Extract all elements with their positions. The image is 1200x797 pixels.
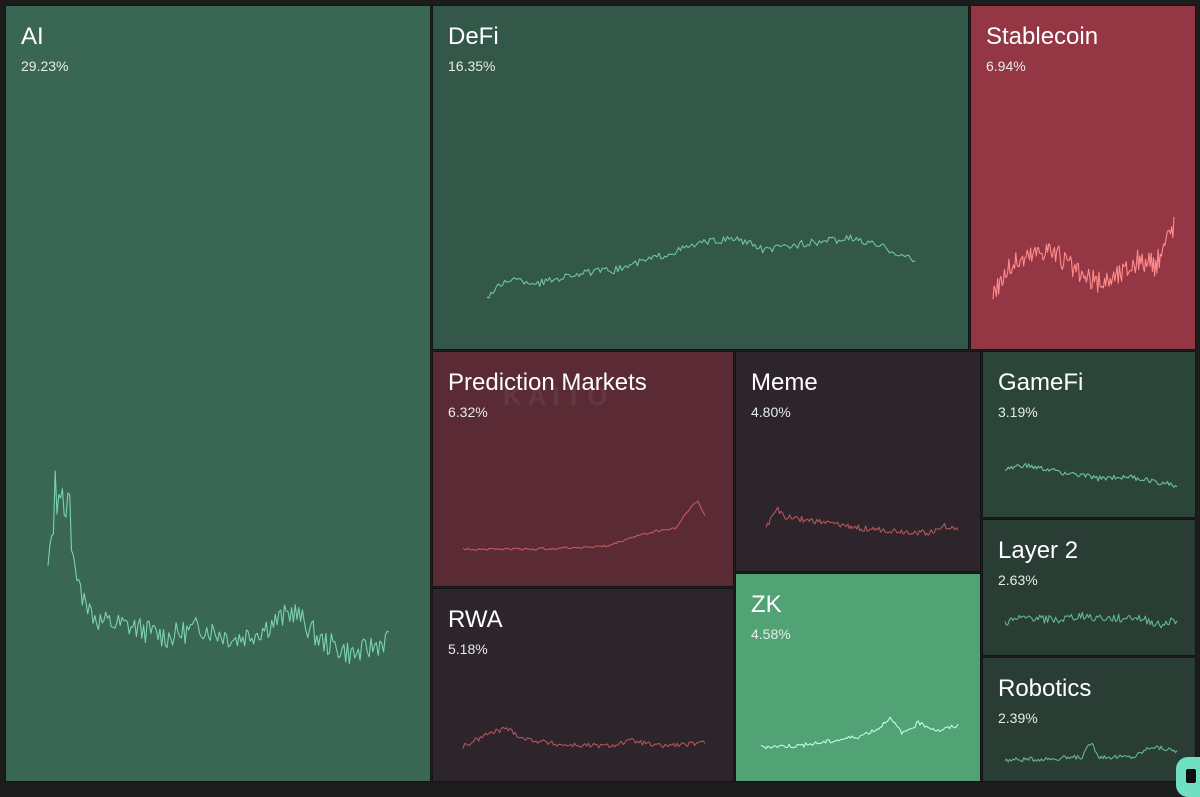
tile-ai-name: AI bbox=[21, 23, 44, 50]
sparkline-path-zk bbox=[760, 716, 959, 750]
tile-prediction-markets-percent: 6.32% bbox=[448, 404, 488, 420]
sparkline-path-defi bbox=[486, 234, 916, 299]
sparkline-rwa bbox=[462, 726, 706, 749]
tile-layer-2-name: Layer 2 bbox=[998, 537, 1079, 564]
tile-gamefi-percent: 3.19% bbox=[998, 404, 1038, 420]
sparkline-path-rwa bbox=[462, 726, 706, 749]
tile-zk[interactable]: ZK 4.58% bbox=[735, 573, 981, 782]
tile-stablecoin-name: Stablecoin bbox=[986, 23, 1099, 50]
sparkline-gamefi bbox=[1004, 462, 1178, 488]
sparkline-path-gamefi bbox=[1004, 462, 1178, 488]
sparkline-path-meme bbox=[765, 506, 959, 536]
tile-meme-name: Meme bbox=[751, 369, 818, 396]
sparkline-stablecoin bbox=[992, 216, 1175, 300]
tile-stablecoin-percent: 6.94% bbox=[986, 58, 1026, 74]
sparkline-path-prediction-markets bbox=[462, 500, 706, 551]
tile-meme[interactable]: Meme 4.80% bbox=[735, 351, 981, 572]
tile-robotics-percent: 2.39% bbox=[998, 710, 1038, 726]
kaito-watermark: KAITO bbox=[503, 381, 614, 411]
tile-rwa-percent: 5.18% bbox=[448, 641, 488, 657]
tile-ai[interactable]: AI 29.23% bbox=[5, 5, 431, 782]
tile-prediction-markets[interactable]: Prediction Markets 6.32% bbox=[432, 351, 734, 587]
tile-zk-name: ZK bbox=[751, 591, 782, 618]
sparkline-prediction-markets bbox=[462, 500, 706, 551]
tile-layer-2-percent: 2.63% bbox=[998, 572, 1038, 588]
tile-meme-percent: 4.80% bbox=[751, 404, 791, 420]
tile-ai-percent: 29.23% bbox=[21, 58, 69, 74]
sparkline-zk bbox=[760, 716, 959, 750]
tile-defi[interactable]: DeFi 16.35% bbox=[432, 5, 969, 350]
sparkline-robotics bbox=[1004, 742, 1178, 763]
sparkline-path-stablecoin bbox=[992, 216, 1175, 300]
sparkline-layer-2 bbox=[1004, 611, 1178, 629]
tile-defi-name: DeFi bbox=[448, 23, 499, 50]
sparkline-path-layer-2 bbox=[1004, 611, 1178, 629]
sparkline-path-ai bbox=[47, 470, 390, 665]
tile-stablecoin[interactable]: Stablecoin 6.94% bbox=[970, 5, 1196, 350]
chat-badge-icon[interactable] bbox=[1176, 757, 1200, 797]
tile-defi-percent: 16.35% bbox=[448, 58, 496, 74]
tile-robotics-name: Robotics bbox=[998, 675, 1092, 702]
tile-rwa[interactable]: RWA 5.18% bbox=[432, 588, 734, 782]
tile-robotics[interactable]: Robotics 2.39% bbox=[982, 657, 1196, 782]
tile-zk-percent: 4.58% bbox=[751, 626, 791, 642]
sparkline-defi bbox=[486, 234, 916, 299]
tile-gamefi[interactable]: GameFi 3.19% bbox=[982, 351, 1196, 518]
sparkline-ai bbox=[47, 470, 390, 665]
sparkline-meme bbox=[765, 506, 959, 536]
sparkline-path-robotics bbox=[1004, 742, 1178, 763]
tile-prediction-markets-name: Prediction Markets bbox=[448, 369, 647, 396]
tile-gamefi-name: GameFi bbox=[998, 369, 1084, 396]
tile-layer-2[interactable]: Layer 2 2.63% bbox=[982, 519, 1196, 656]
tile-rwa-name: RWA bbox=[448, 606, 503, 633]
